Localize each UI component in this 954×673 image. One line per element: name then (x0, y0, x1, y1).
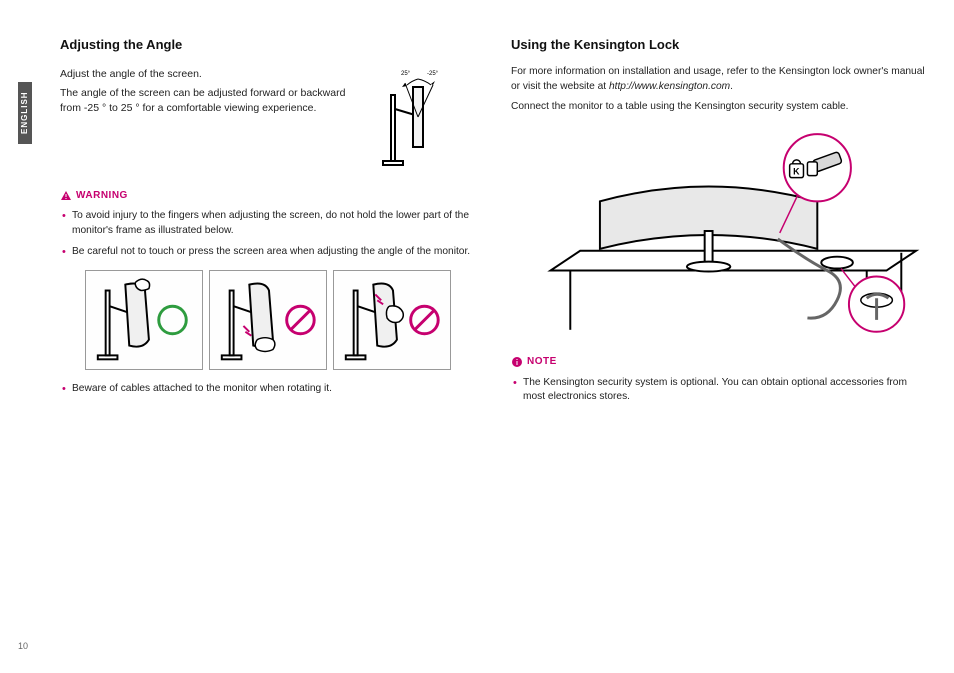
list-item: Be careful not to touch or press the scr… (60, 245, 475, 260)
warning-list: To avoid injury to the fingers when adju… (60, 209, 475, 259)
heading-adjust-angle: Adjusting the Angle (60, 36, 475, 55)
note-label: NOTE (511, 355, 557, 370)
right-column: Using the Kensington Lock For more infor… (511, 36, 926, 411)
list-item: To avoid injury to the fingers when adju… (60, 209, 475, 239)
kensington-para-1: For more information on installation and… (511, 65, 926, 95)
kensington-para-2: Connect the monitor to a table using the… (511, 100, 926, 115)
page-content: Adjusting the Angle Adjust the angle of … (60, 36, 926, 411)
tilt-label-left: 25° (401, 71, 411, 77)
caution-list: Beware of cables attached to the monitor… (60, 382, 475, 397)
note-list: The Kensington security system is option… (511, 376, 926, 406)
kensington-diagram: K (511, 121, 926, 341)
note-label-text: NOTE (527, 355, 557, 370)
warning-figures-row (60, 270, 475, 370)
list-item: The Kensington security system is option… (511, 376, 926, 406)
language-tab: ENGLISH (18, 82, 32, 144)
warning-label: WARNING (60, 189, 128, 204)
prohibit-icon (286, 306, 314, 334)
kensington-url: http://www.kensington.com (609, 81, 730, 92)
svg-text:K: K (793, 167, 800, 177)
heading-kensington: Using the Kensington Lock (511, 36, 926, 55)
intro-text: Adjust the angle of the screen. The angl… (60, 65, 355, 175)
left-column: Adjusting the Angle Adjust the angle of … (60, 36, 475, 411)
figure-correct-hold (85, 270, 203, 370)
figure-wrong-hold-bottom (209, 270, 327, 370)
para1-b: . (730, 81, 733, 92)
intro-line-1: Adjust the angle of the screen. (60, 67, 355, 82)
list-item: Beware of cables attached to the monitor… (60, 382, 475, 397)
page-number: 10 (18, 640, 28, 653)
warning-label-text: WARNING (76, 189, 128, 204)
tilt-label-right: -25° (427, 71, 439, 77)
warning-icon (60, 190, 72, 202)
note-icon (511, 356, 523, 368)
prohibit-icon (410, 306, 438, 334)
intro-line-2: The angle of the screen can be adjusted … (60, 86, 355, 116)
intro-row: Adjust the angle of the screen. The angl… (60, 65, 475, 175)
figure-wrong-press-screen (333, 270, 451, 370)
tilt-diagram: 25° -25° (365, 65, 475, 175)
